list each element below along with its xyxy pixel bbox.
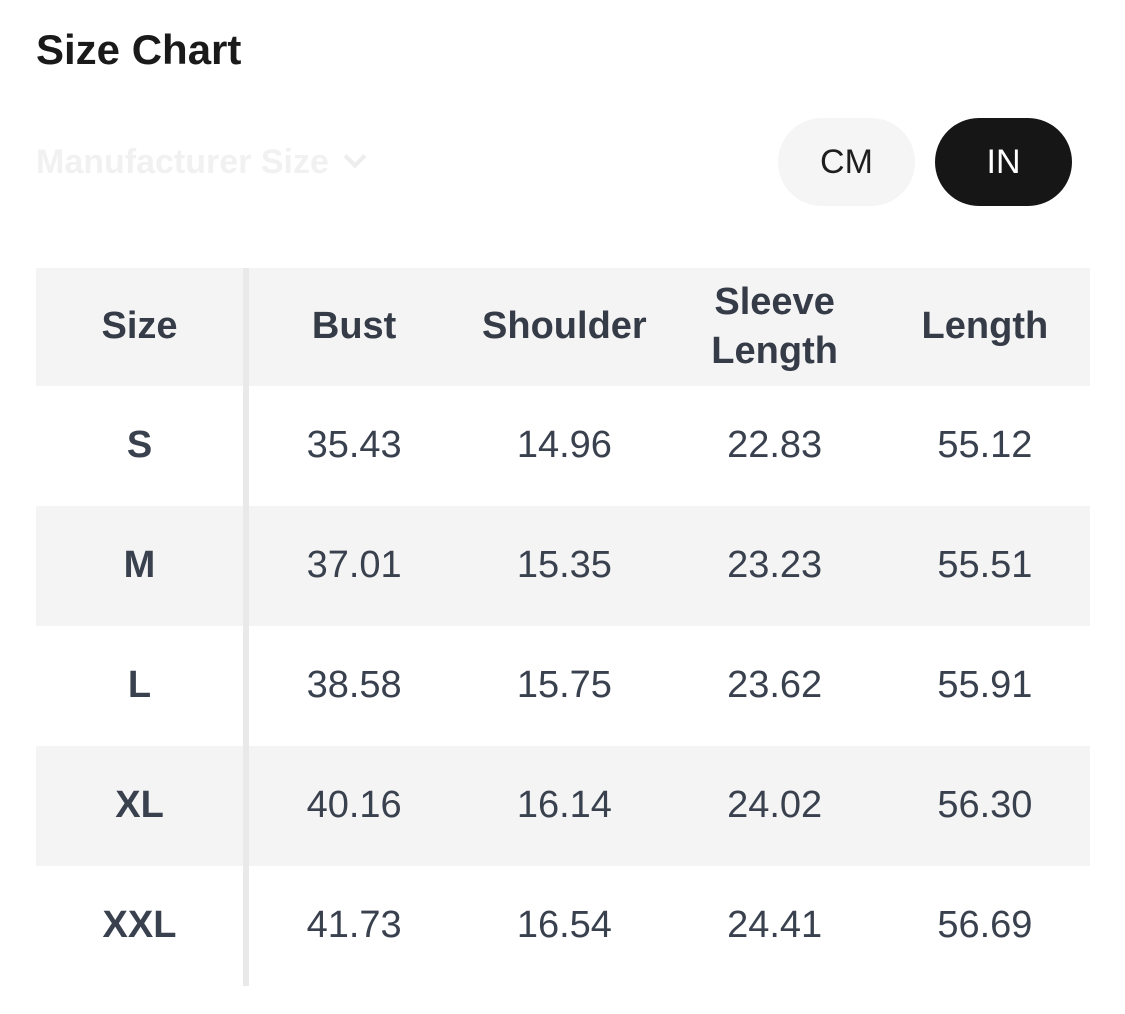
table-row: S 35.43 14.96 22.83 55.12 xyxy=(36,386,1090,507)
chevron-down-icon xyxy=(343,145,367,169)
table-row: XL 40.16 16.14 24.02 56.30 xyxy=(36,746,1090,867)
size-cell: L xyxy=(36,626,249,747)
length-cell: 56.30 xyxy=(937,784,1033,827)
table-row: L 38.58 15.75 23.62 55.91 xyxy=(36,626,1090,747)
column-header-size: Size xyxy=(36,268,249,387)
manufacturer-size-dropdown[interactable]: Manufacturer Size xyxy=(36,142,367,182)
table-row: M 37.01 15.35 23.23 55.51 xyxy=(36,506,1090,627)
table-row: XXL 41.73 16.54 24.41 56.69 xyxy=(36,866,1090,987)
length-cell: 55.51 xyxy=(937,544,1033,587)
column-header-length: Length xyxy=(921,305,1049,348)
bust-cell: 37.01 xyxy=(306,544,402,587)
shoulder-cell: 16.54 xyxy=(516,904,612,947)
bust-cell: 35.43 xyxy=(306,424,402,467)
sleeve-length-cell: 24.41 xyxy=(727,904,823,947)
manufacturer-size-label: Manufacturer Size xyxy=(36,142,329,181)
size-cell: M xyxy=(36,506,249,627)
sleeve-length-cell: 24.02 xyxy=(727,784,823,827)
size-cell: S xyxy=(36,386,249,507)
length-cell: 55.91 xyxy=(937,664,1033,707)
size-table: Size Bust Shoulder Sleeve Length Length … xyxy=(36,268,1090,987)
size-chart-panel: Size Chart Manufacturer Size CM IN Size … xyxy=(0,26,1125,1014)
shoulder-cell: 14.96 xyxy=(516,424,612,467)
size-cell: XL xyxy=(36,746,249,867)
cm-toggle-button[interactable]: CM xyxy=(778,118,915,207)
shoulder-cell: 15.35 xyxy=(516,544,612,587)
sleeve-length-cell: 23.23 xyxy=(727,544,823,587)
table-header-row: Size Bust Shoulder Sleeve Length Length xyxy=(36,268,1090,387)
shoulder-cell: 16.14 xyxy=(516,784,612,827)
bust-cell: 38.58 xyxy=(306,664,402,707)
column-header-sleeve-length: Sleeve Length xyxy=(711,280,838,373)
column-header-bust: Bust xyxy=(311,305,397,348)
unit-toggle: CM IN xyxy=(778,118,1072,207)
length-cell: 56.69 xyxy=(937,904,1033,947)
bust-cell: 40.16 xyxy=(306,784,402,827)
controls-row: Manufacturer Size CM IN xyxy=(36,118,1072,207)
in-toggle-button[interactable]: IN xyxy=(935,118,1072,207)
column-header-shoulder: Shoulder xyxy=(482,305,647,348)
bust-cell: 41.73 xyxy=(306,904,402,947)
page-title: Size Chart xyxy=(36,26,242,73)
sleeve-length-cell: 23.62 xyxy=(727,664,823,707)
size-cell: XXL xyxy=(36,866,249,987)
sleeve-length-cell: 22.83 xyxy=(727,424,823,467)
length-cell: 55.12 xyxy=(937,424,1033,467)
shoulder-cell: 15.75 xyxy=(516,664,612,707)
